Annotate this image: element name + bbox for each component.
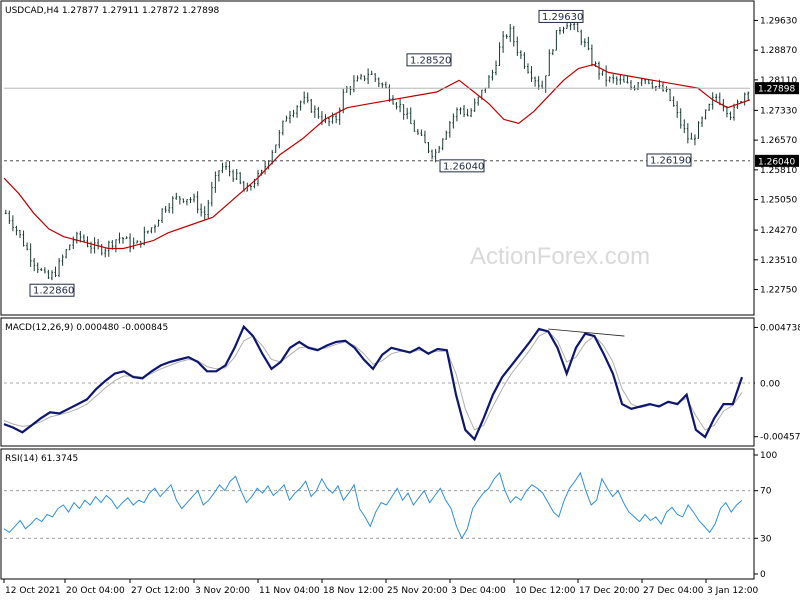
rsi-line <box>3 471 743 540</box>
x-tick-label: 12 Oct 2021 <box>5 586 61 596</box>
y-tick-label: 1.22750 <box>760 286 797 296</box>
y-tick-label: 100 <box>760 451 777 461</box>
axis-layer: 1.29630 1.28870 1.28110 1.27330 1.26570 1.258… <box>3 16 800 596</box>
x-tick-label: 3 Jan 12:00 <box>707 586 759 596</box>
macd-line <box>3 324 744 442</box>
current-price-box <box>755 82 799 95</box>
price-layer: 1.22860 1.28520 1.26040 1.29630 1.26190 <box>3 9 751 297</box>
macd-panel <box>0 317 755 447</box>
y-tick-label: 1.24270 <box>760 226 797 236</box>
price-callout-label: 1.26190 <box>650 155 691 166</box>
y-tick-label: 0 <box>760 570 766 580</box>
y-tick-label: 1.28870 <box>760 46 797 56</box>
y-tick-label: 1.25810 <box>760 166 797 176</box>
macd-layer <box>3 324 750 442</box>
x-tick-label: 27 Oct 12:00 <box>131 586 190 596</box>
ma-line <box>3 63 751 250</box>
watermark: ActionForex.com <box>470 243 650 270</box>
price-callout-box <box>646 153 692 167</box>
x-tick-label: 20 Oct 04:00 <box>66 586 125 596</box>
x-tick-label: 18 Nov 12:00 <box>323 586 384 596</box>
price-callout-label: 1.28520 <box>410 55 451 66</box>
x-tick-label: 3 Nov 20:00 <box>195 586 250 596</box>
macd-current-label: 0.00 <box>760 380 780 390</box>
price-callout-label: 1.22860 <box>33 286 74 297</box>
signal-line <box>3 330 743 431</box>
price-callout-label: 1.26040 <box>443 161 484 172</box>
y-tick-label: 1.23510 <box>760 256 797 266</box>
price-callout-box <box>29 283 75 297</box>
divergence-line <box>548 328 625 337</box>
price-header: USDCAD,H4 1.27877 1.27911 1.27872 1.2789… <box>5 6 220 16</box>
y-tick-label: 1.27330 <box>760 106 797 116</box>
current-price-label: 1.27898 <box>758 85 795 95</box>
x-tick-label: 25 Nov 20:00 <box>387 586 448 596</box>
price-callout-label: 1.29630 <box>542 12 583 23</box>
price-callout-box <box>538 9 584 23</box>
y-tick-label: 1.29630 <box>760 16 797 26</box>
y-tick-label: 1.26570 <box>760 136 797 146</box>
x-tick-label: 17 Dec 20:00 <box>579 586 640 596</box>
support-price-label: 1.26040 <box>758 157 795 167</box>
price-callout-box <box>439 159 485 173</box>
macd-header: MACD(12,26,9) 0.000480 -0.000845 <box>5 323 168 333</box>
x-tick-label: 27 Dec 04:00 <box>643 586 704 596</box>
x-tick-label: 10 Dec 12:00 <box>515 586 576 596</box>
rsi-header: RSI(14) 61.3745 <box>5 454 78 464</box>
x-tick-label: 3 Dec 04:00 <box>451 586 506 596</box>
x-tick-label: 11 Nov 04:00 <box>259 586 320 596</box>
macd-current-box <box>755 377 785 389</box>
y-tick-label: 70 <box>760 487 772 497</box>
price-panel <box>0 0 755 316</box>
y-tick-label: -0.004578 <box>760 433 800 443</box>
price-callout-box <box>406 53 452 67</box>
y-tick-label: 0.004738 <box>760 323 800 333</box>
y-tick-label: 30 <box>760 534 772 544</box>
rsi-layer <box>3 471 750 540</box>
y-tick-label: 1.28110 <box>760 76 797 86</box>
y-tick-label: 1.25050 <box>760 196 797 206</box>
rsi-panel <box>0 448 755 580</box>
support-price-box <box>755 154 799 167</box>
